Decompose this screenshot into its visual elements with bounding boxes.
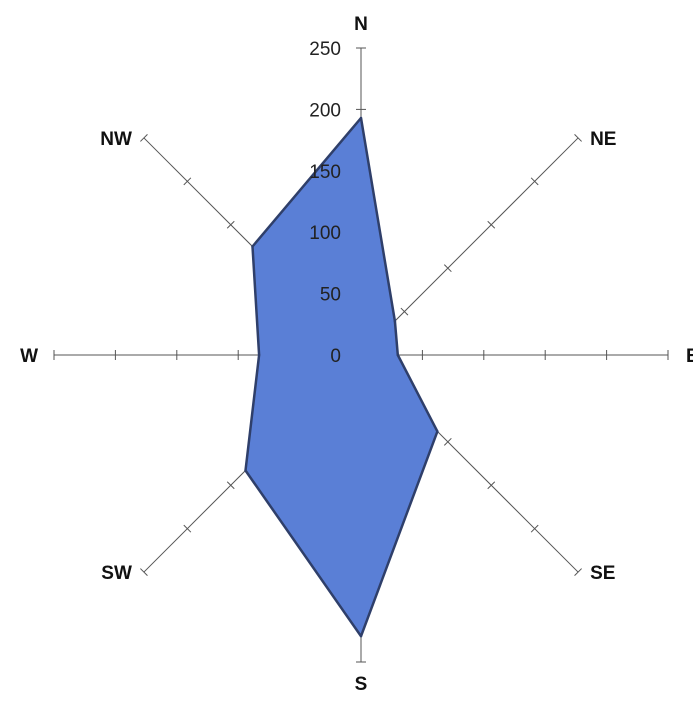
axis-tick-sw [140, 568, 148, 576]
direction-label-ne: NE [590, 129, 616, 150]
axis-tick-ne [530, 177, 539, 186]
tick-label-50: 50 [320, 285, 341, 306]
direction-label-sw: SW [101, 563, 132, 584]
radial-tick-labels: 0 50 100 150 200 250 [309, 39, 341, 367]
data-layer [244, 116, 439, 638]
tick-label-200: 200 [309, 100, 341, 121]
tick-label-250: 250 [309, 39, 341, 60]
data-polygon [244, 116, 439, 638]
direction-label-s: S [355, 674, 368, 695]
data-point-sw [244, 469, 247, 472]
direction-label-w: W [20, 346, 38, 367]
axis-tick-sw [226, 481, 235, 490]
axis-tick-se [487, 481, 496, 490]
axis-tick-se [574, 568, 582, 576]
tick-label-100: 100 [309, 223, 341, 244]
direction-labels: N NE E SE S SW W NW [20, 14, 693, 695]
axis-tick-nw [226, 220, 235, 229]
tick-label-150: 150 [309, 162, 341, 183]
axis-tick-nw [183, 177, 192, 186]
axis-tick-ne [443, 264, 452, 273]
axis-tick-nw [140, 134, 148, 142]
direction-label-n: N [354, 14, 368, 35]
data-point-se [436, 430, 439, 433]
tick-label-0: 0 [330, 346, 341, 367]
data-point-n [359, 116, 363, 120]
axis-tick-ne [487, 220, 496, 229]
axis-tick-sw [183, 524, 192, 533]
data-point-w [257, 353, 261, 357]
data-point-e [396, 353, 400, 357]
axis-tick-se [530, 524, 539, 533]
axis-tick-ne [400, 307, 409, 316]
axis-tick-ne [574, 134, 582, 142]
data-point-s [359, 635, 363, 638]
direction-label-e: E [686, 346, 693, 367]
axis-tick-se [443, 437, 452, 446]
data-point-nw [251, 245, 254, 248]
direction-label-se: SE [590, 563, 615, 584]
data-point-ne [393, 319, 397, 323]
direction-label-nw: NW [100, 129, 132, 150]
axis-line-ne [360, 137, 579, 356]
